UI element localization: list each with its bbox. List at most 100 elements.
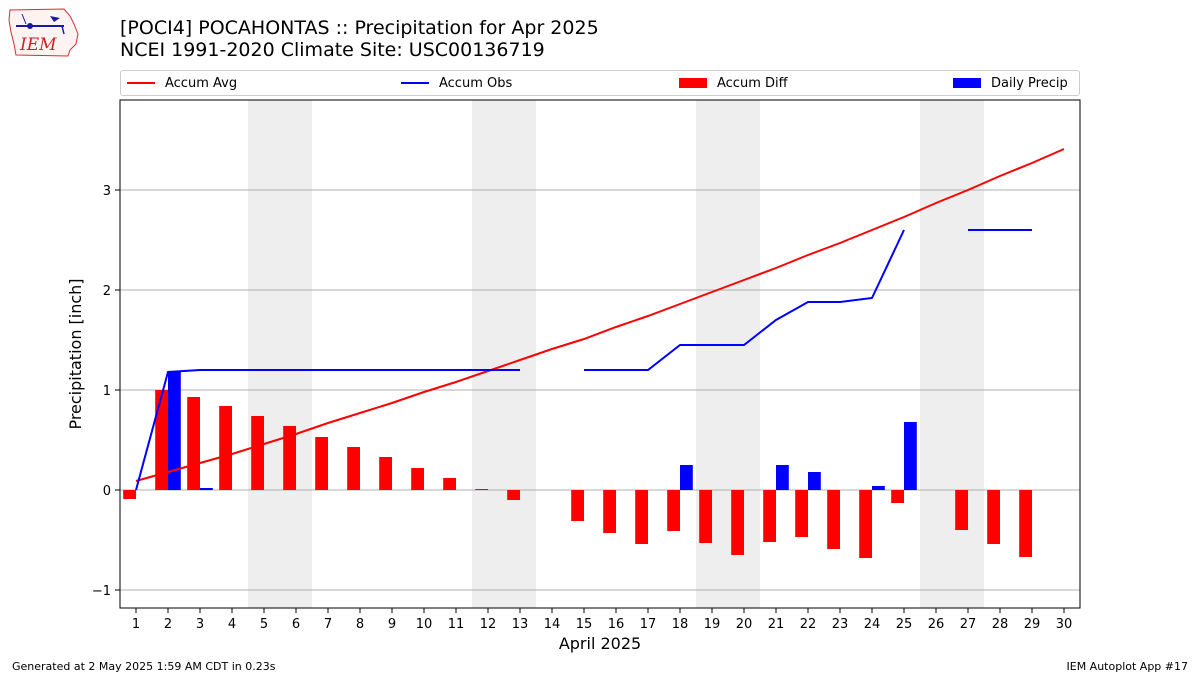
lines-group — [135, 148, 1065, 491]
legend-item-accum-diff: Accum Diff — [679, 71, 788, 95]
plot-frame — [119, 99, 1081, 609]
accum-diff-bar — [155, 390, 168, 490]
x-tick-label: 26 — [928, 617, 945, 632]
iem-logo: IEM — [8, 8, 79, 57]
accum-diff-bar — [667, 490, 680, 531]
x-tick-label: 6 — [292, 617, 300, 632]
x-tick-label: 29 — [1024, 617, 1041, 632]
accum-diff-bar — [827, 490, 840, 549]
accum-diff-bar — [699, 490, 712, 543]
x-tick-label: 16 — [608, 617, 625, 632]
y-tick-label: 3 — [103, 184, 111, 199]
x-tick-label: 5 — [260, 617, 268, 632]
chart-title: [POCI4] POCAHONTAS :: Precipitation for … — [120, 17, 599, 39]
accum-diff-bar — [795, 490, 808, 537]
y-tick-label: 1 — [103, 384, 111, 399]
x-tick-label: 9 — [388, 617, 396, 632]
accum-diff-bar — [187, 397, 200, 490]
legend-swatch-accum-avg — [127, 82, 155, 84]
x-tick-label: 25 — [896, 617, 913, 632]
daily-precip-bar — [872, 486, 885, 490]
accum-diff-bar — [315, 437, 328, 490]
gridlines-group — [120, 189, 1080, 591]
daily-precip-bar — [776, 465, 789, 490]
daily-precip-bar — [808, 472, 821, 490]
accum-diff-bar — [763, 490, 776, 542]
x-tick-label: 14 — [544, 617, 561, 632]
accum-diff-bar — [475, 489, 488, 490]
x-tick-label: 17 — [640, 617, 657, 632]
accum-avg-line — [135, 148, 1065, 482]
footer-app-text: IEM Autoplot App #17 — [1066, 660, 1189, 673]
accum-diff-bar — [955, 490, 968, 530]
y-tick-label: 0 — [103, 484, 111, 499]
accum-diff-bar — [635, 490, 648, 544]
chart-subtitle: NCEI 1991-2020 Climate Site: USC00136719 — [120, 39, 545, 61]
x-axis-title: April 2025 — [559, 634, 641, 653]
legend-swatch-accum-obs — [401, 82, 429, 84]
x-tick-label: 28 — [992, 617, 1009, 632]
x-tick-label: 7 — [324, 617, 332, 632]
accum-diff-bar — [347, 447, 360, 490]
x-tick-label: 4 — [228, 617, 236, 632]
weekend-shade-1 — [248, 100, 312, 608]
x-tick-label: 8 — [356, 617, 364, 632]
accum-diff-bar — [411, 468, 424, 490]
x-tick-label: 24 — [864, 617, 881, 632]
x-tick-label: 2 — [164, 617, 172, 632]
daily-precip-bar — [680, 465, 693, 490]
accum-diff-bar — [603, 490, 616, 533]
legend-swatch-daily-precip — [953, 78, 981, 88]
accum-diff-bar — [731, 490, 744, 555]
x-tick-label: 19 — [704, 617, 721, 632]
x-tick-label: 21 — [768, 617, 785, 632]
accum-diff-bar — [283, 426, 296, 490]
accum-obs-line — [135, 229, 1032, 491]
accum-diff-bar — [859, 490, 872, 558]
x-tick-label: 23 — [832, 617, 849, 632]
legend-swatch-accum-diff — [679, 78, 707, 88]
legend-label-accum-avg: Accum Avg — [165, 75, 238, 91]
weekend-shade-4 — [920, 100, 984, 608]
legend-item-accum-avg: Accum Avg — [127, 71, 237, 95]
x-tick-label: 13 — [512, 617, 529, 632]
x-tick-label: 30 — [1056, 617, 1073, 632]
y-axis-title: Precipitation [inch] — [66, 278, 85, 429]
legend-label-accum-obs: Accum Obs — [439, 75, 513, 91]
accum-diff-bar — [507, 490, 520, 500]
weekend-shade-2 — [472, 100, 536, 608]
accum-diff-bar — [123, 490, 136, 499]
legend-label-daily-precip: Daily Precip — [991, 75, 1068, 91]
accum-diff-bar — [443, 478, 456, 490]
x-tick-label: 10 — [416, 617, 433, 632]
accum-diff-bar — [379, 457, 392, 490]
footer-generated-text: Generated at 2 May 2025 1:59 AM CDT in 0… — [12, 660, 276, 673]
x-tick-label: 12 — [480, 617, 497, 632]
x-tick-label: 22 — [800, 617, 817, 632]
accum-diff-bar — [251, 416, 264, 490]
x-tick-label: 15 — [576, 617, 593, 632]
accum-diff-bar — [1019, 490, 1032, 557]
daily-precip-bar — [904, 422, 917, 490]
legend-item-accum-obs: Accum Obs — [401, 71, 512, 95]
y-tick-label: 2 — [103, 284, 111, 299]
accum-diff-bar — [571, 490, 584, 521]
x-tick-label: 20 — [736, 617, 753, 632]
x-tick-label: 18 — [672, 617, 689, 632]
x-tick-label: 3 — [196, 617, 204, 632]
legend-item-daily-precip: Daily Precip — [953, 71, 1068, 95]
legend-label-accum-diff: Accum Diff — [717, 75, 788, 91]
logo-text: IEM — [19, 35, 57, 55]
daily-precip-bar — [200, 488, 213, 490]
x-tick-label: 11 — [448, 617, 465, 632]
accum-diff-bar — [219, 406, 232, 490]
accum-diff-bar — [891, 490, 904, 503]
daily-precip-bar — [168, 372, 181, 490]
accum-diff-bar — [987, 490, 1000, 544]
bars-group — [123, 372, 1032, 558]
x-tick-label: 1 — [132, 617, 140, 632]
legend: Accum Avg Accum Obs Accum Diff Daily Pre… — [120, 70, 1080, 96]
x-tick-label: 27 — [960, 617, 977, 632]
